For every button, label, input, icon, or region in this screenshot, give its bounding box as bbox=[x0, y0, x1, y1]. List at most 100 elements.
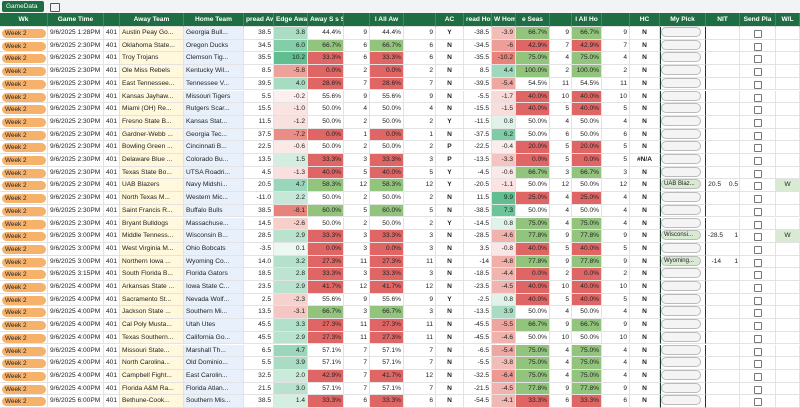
pick-dropdown[interactable] bbox=[661, 268, 701, 279]
week-dropdown[interactable]: Week 2 bbox=[2, 219, 46, 229]
week-dropdown[interactable]: Week 2 bbox=[2, 130, 46, 140]
send-checkbox[interactable] bbox=[754, 80, 762, 89]
pick-dropdown[interactable] bbox=[661, 281, 701, 291]
send-checkbox[interactable] bbox=[754, 334, 762, 343]
week-dropdown[interactable]: Week 2 bbox=[2, 270, 46, 280]
send-checkbox[interactable] bbox=[754, 106, 762, 115]
pick-dropdown[interactable] bbox=[661, 357, 701, 368]
send-checkbox[interactable] bbox=[754, 284, 762, 292]
pick-dropdown[interactable] bbox=[661, 27, 701, 37]
week-dropdown[interactable]: Week 2 bbox=[2, 194, 46, 204]
cell: 10 bbox=[602, 331, 630, 345]
send-checkbox[interactable] bbox=[754, 322, 762, 331]
send-checkbox[interactable] bbox=[754, 93, 762, 102]
week-dropdown[interactable]: Week 2 bbox=[2, 143, 46, 153]
pick-dropdown[interactable] bbox=[661, 52, 701, 63]
send-checkbox[interactable] bbox=[754, 131, 762, 140]
pick-dropdown[interactable] bbox=[661, 331, 701, 342]
week-dropdown[interactable]: Week 2 bbox=[2, 206, 46, 216]
pick-dropdown[interactable] bbox=[661, 204, 701, 215]
send-checkbox[interactable] bbox=[754, 157, 762, 165]
pick-dropdown[interactable] bbox=[661, 395, 701, 406]
tab-icon[interactable] bbox=[50, 3, 60, 12]
pick-dropdown[interactable] bbox=[661, 344, 701, 355]
send-checkbox[interactable] bbox=[754, 398, 762, 407]
cell: 40.0% bbox=[572, 90, 602, 104]
week-dropdown[interactable]: Week 2 bbox=[2, 181, 46, 191]
week-dropdown[interactable]: Week 2 bbox=[2, 41, 46, 51]
send-checkbox[interactable] bbox=[754, 296, 762, 305]
send-checkbox[interactable] bbox=[754, 195, 762, 204]
send-checkbox[interactable] bbox=[754, 372, 762, 381]
send-checkbox[interactable] bbox=[754, 42, 762, 51]
pick-dropdown[interactable] bbox=[661, 115, 701, 126]
pick-dropdown[interactable] bbox=[661, 242, 701, 253]
pick-dropdown[interactable] bbox=[661, 154, 701, 164]
week-dropdown[interactable]: Week 2 bbox=[2, 321, 46, 331]
pick-dropdown[interactable]: Wisconsi... bbox=[661, 230, 701, 241]
pick-cell bbox=[660, 90, 706, 104]
week-dropdown[interactable]: Week 2 bbox=[2, 117, 46, 127]
pick-cell: UAB Blaz... bbox=[660, 179, 706, 193]
send-checkbox[interactable] bbox=[754, 233, 762, 242]
week-dropdown[interactable]: Week 2 bbox=[2, 257, 46, 267]
pick-dropdown[interactable]: UAB Blaz... bbox=[661, 179, 701, 190]
pick-dropdown[interactable] bbox=[661, 319, 701, 330]
send-checkbox[interactable] bbox=[754, 309, 762, 318]
week-dropdown[interactable]: Week 2 bbox=[2, 92, 46, 102]
send-checkbox[interactable] bbox=[754, 68, 762, 77]
week-dropdown[interactable]: Week 2 bbox=[2, 283, 46, 292]
week-dropdown[interactable]: Week 2 bbox=[2, 79, 46, 89]
pick-dropdown[interactable] bbox=[661, 306, 701, 317]
send-checkbox[interactable] bbox=[754, 182, 762, 191]
pick-dropdown[interactable] bbox=[661, 382, 701, 393]
cell: 10 bbox=[550, 281, 572, 294]
pick-dropdown[interactable] bbox=[661, 217, 701, 228]
week-dropdown[interactable]: Week 2 bbox=[2, 295, 46, 305]
week-dropdown[interactable]: Week 2 bbox=[2, 168, 46, 178]
week-dropdown[interactable]: Week 2 bbox=[2, 308, 46, 318]
send-checkbox[interactable] bbox=[754, 385, 762, 394]
send-checkbox[interactable] bbox=[754, 169, 762, 178]
week-dropdown[interactable]: Week 2 bbox=[2, 397, 46, 407]
send-checkbox[interactable] bbox=[754, 30, 762, 38]
send-checkbox[interactable] bbox=[754, 347, 762, 356]
cell: 12 bbox=[602, 179, 630, 193]
pick-dropdown[interactable] bbox=[661, 369, 701, 380]
send-checkbox[interactable] bbox=[754, 55, 762, 64]
pick-dropdown[interactable] bbox=[661, 293, 701, 304]
week-dropdown[interactable]: Week 2 bbox=[2, 29, 46, 38]
sheet-tab[interactable]: GameData bbox=[2, 1, 44, 12]
week-dropdown[interactable]: Week 2 bbox=[2, 371, 46, 381]
send-checkbox[interactable] bbox=[754, 220, 762, 229]
pick-dropdown[interactable] bbox=[661, 103, 701, 114]
week-dropdown[interactable]: Week 2 bbox=[2, 156, 46, 165]
pick-dropdown[interactable] bbox=[661, 128, 701, 139]
week-dropdown[interactable]: Week 2 bbox=[2, 346, 46, 356]
send-checkbox[interactable] bbox=[754, 271, 762, 280]
send-checkbox[interactable] bbox=[754, 360, 762, 369]
week-dropdown[interactable]: Week 2 bbox=[2, 359, 46, 369]
week-dropdown[interactable]: Week 2 bbox=[2, 232, 46, 242]
send-checkbox[interactable] bbox=[754, 245, 762, 254]
send-checkbox[interactable] bbox=[754, 144, 762, 153]
send-checkbox[interactable] bbox=[754, 207, 762, 216]
week-dropdown[interactable]: Week 2 bbox=[2, 54, 46, 64]
pick-dropdown[interactable] bbox=[661, 39, 701, 50]
pick-dropdown[interactable] bbox=[661, 141, 701, 152]
week-dropdown[interactable]: Week 2 bbox=[2, 244, 46, 254]
pick-dropdown[interactable] bbox=[661, 65, 701, 76]
cell: 60.0% bbox=[308, 204, 344, 218]
pick-dropdown[interactable] bbox=[661, 192, 701, 203]
week-dropdown[interactable]: Week 2 bbox=[2, 105, 46, 115]
pick-dropdown[interactable]: Wyoming... bbox=[661, 255, 701, 266]
pick-dropdown[interactable] bbox=[661, 90, 701, 101]
pick-dropdown[interactable] bbox=[661, 77, 701, 88]
pick-dropdown[interactable] bbox=[661, 166, 701, 177]
week-dropdown[interactable]: Week 2 bbox=[2, 384, 46, 394]
week-dropdown[interactable]: Week 2 bbox=[2, 67, 46, 77]
send-cell bbox=[740, 65, 776, 78]
send-checkbox[interactable] bbox=[754, 118, 762, 127]
week-dropdown[interactable]: Week 2 bbox=[2, 333, 46, 343]
send-checkbox[interactable] bbox=[754, 258, 762, 267]
